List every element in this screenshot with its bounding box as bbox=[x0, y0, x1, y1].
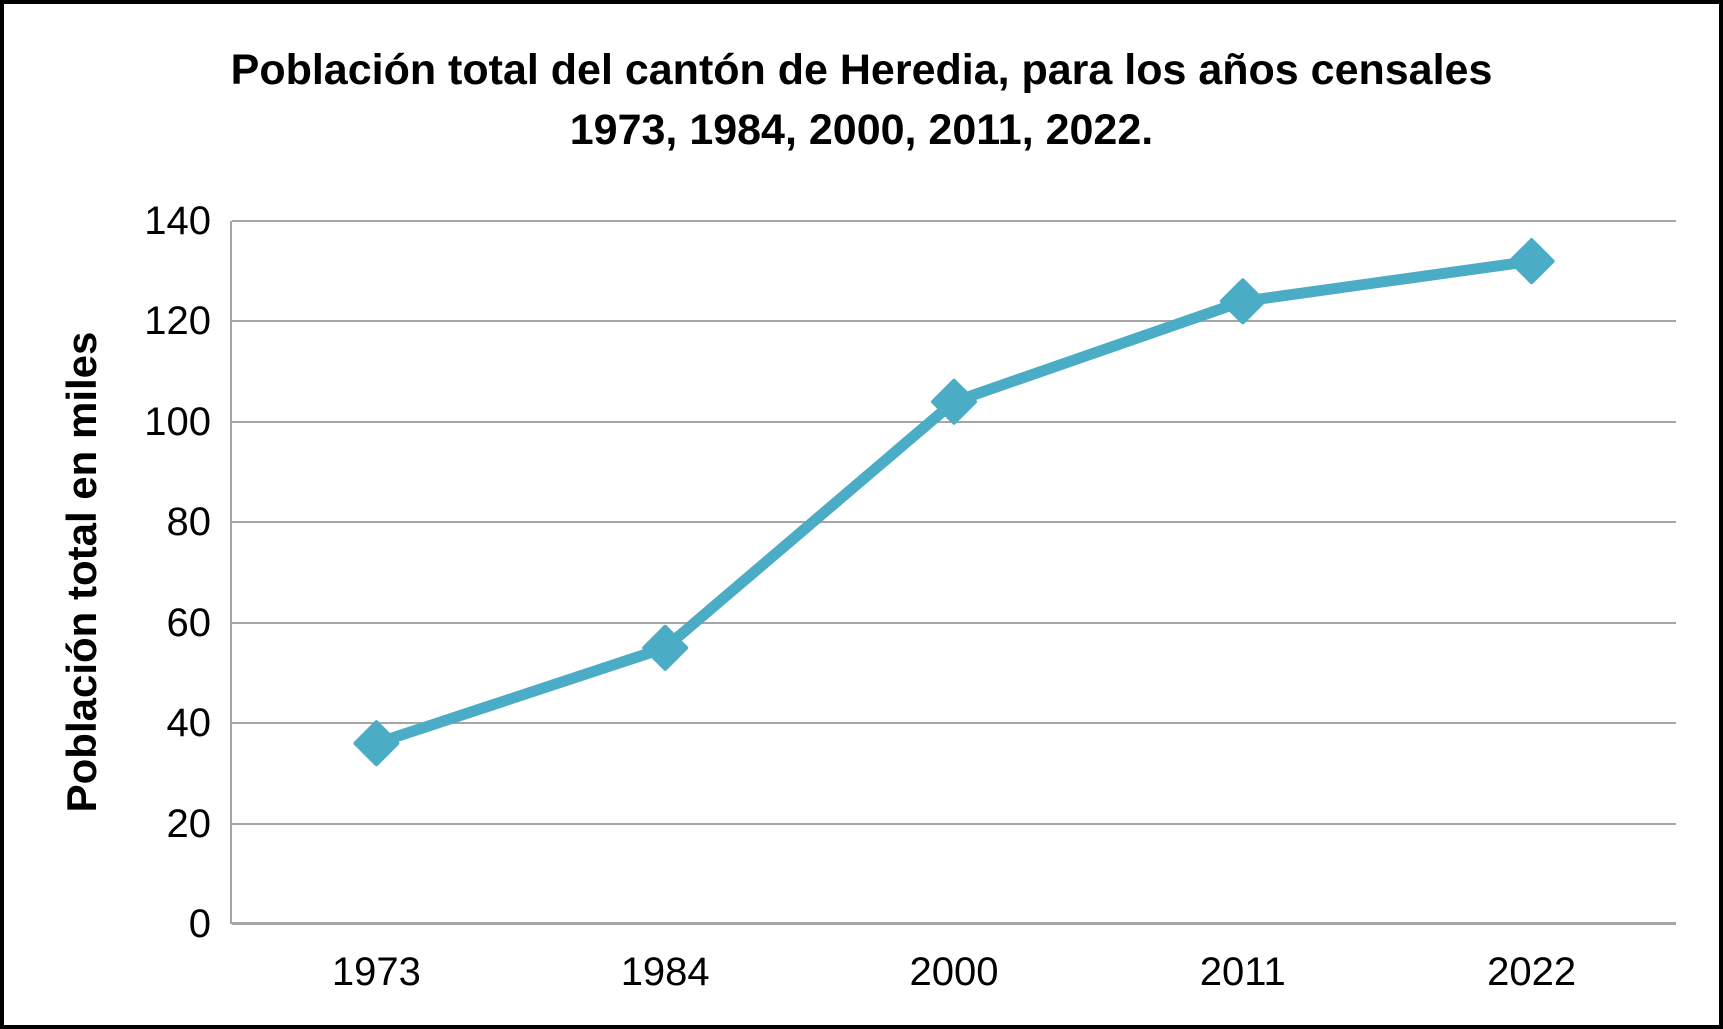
gridline-y-120 bbox=[232, 320, 1676, 323]
plot-area bbox=[230, 220, 1676, 925]
gridline-y-20 bbox=[232, 822, 1676, 825]
data-point-marker-2022 bbox=[1508, 238, 1555, 285]
y-tick-label-100: 100 bbox=[144, 399, 211, 444]
chart-title-line1: Población total del cantón de Heredia, p… bbox=[230, 46, 1493, 94]
x-tick-label-2022: 2022 bbox=[1487, 950, 1577, 994]
x-tick-label-2000: 2000 bbox=[909, 950, 999, 994]
gridline-y-140 bbox=[232, 220, 1676, 222]
data-point-marker-2000 bbox=[931, 378, 977, 425]
y-tick-label-0: 0 bbox=[188, 902, 211, 946]
y-tick-label-40: 40 bbox=[166, 701, 212, 746]
x-tick-label-1984: 1984 bbox=[620, 950, 710, 994]
y-tick-label-80: 80 bbox=[166, 500, 212, 545]
gridline-y-60 bbox=[232, 621, 1676, 624]
data-point-marker-1973 bbox=[353, 720, 400, 767]
y-axis-line bbox=[230, 221, 232, 924]
chart-title-line2: 1973, 1984, 2000, 2011, 2022. bbox=[569, 106, 1154, 154]
gridline-y-80 bbox=[232, 521, 1676, 524]
data-point-marker-1984 bbox=[642, 624, 689, 671]
data-point-marker-2011 bbox=[1219, 278, 1266, 325]
y-tick-label-20: 20 bbox=[166, 801, 212, 846]
x-axis-line bbox=[232, 922, 1676, 925]
x-tick-label-1973: 1973 bbox=[331, 950, 421, 994]
x-tick-label-2011: 2011 bbox=[1199, 950, 1286, 994]
population-line bbox=[374, 255, 1533, 749]
series-svg bbox=[353, 238, 1555, 767]
y-tick-label-60: 60 bbox=[166, 600, 212, 645]
y-tick-label-140: 140 bbox=[144, 199, 211, 243]
y-tick-label-120: 120 bbox=[144, 299, 211, 344]
chart-title: Población total del cantón de Heredia, p… bbox=[4, 40, 1719, 160]
gridline-y-40 bbox=[232, 722, 1676, 725]
